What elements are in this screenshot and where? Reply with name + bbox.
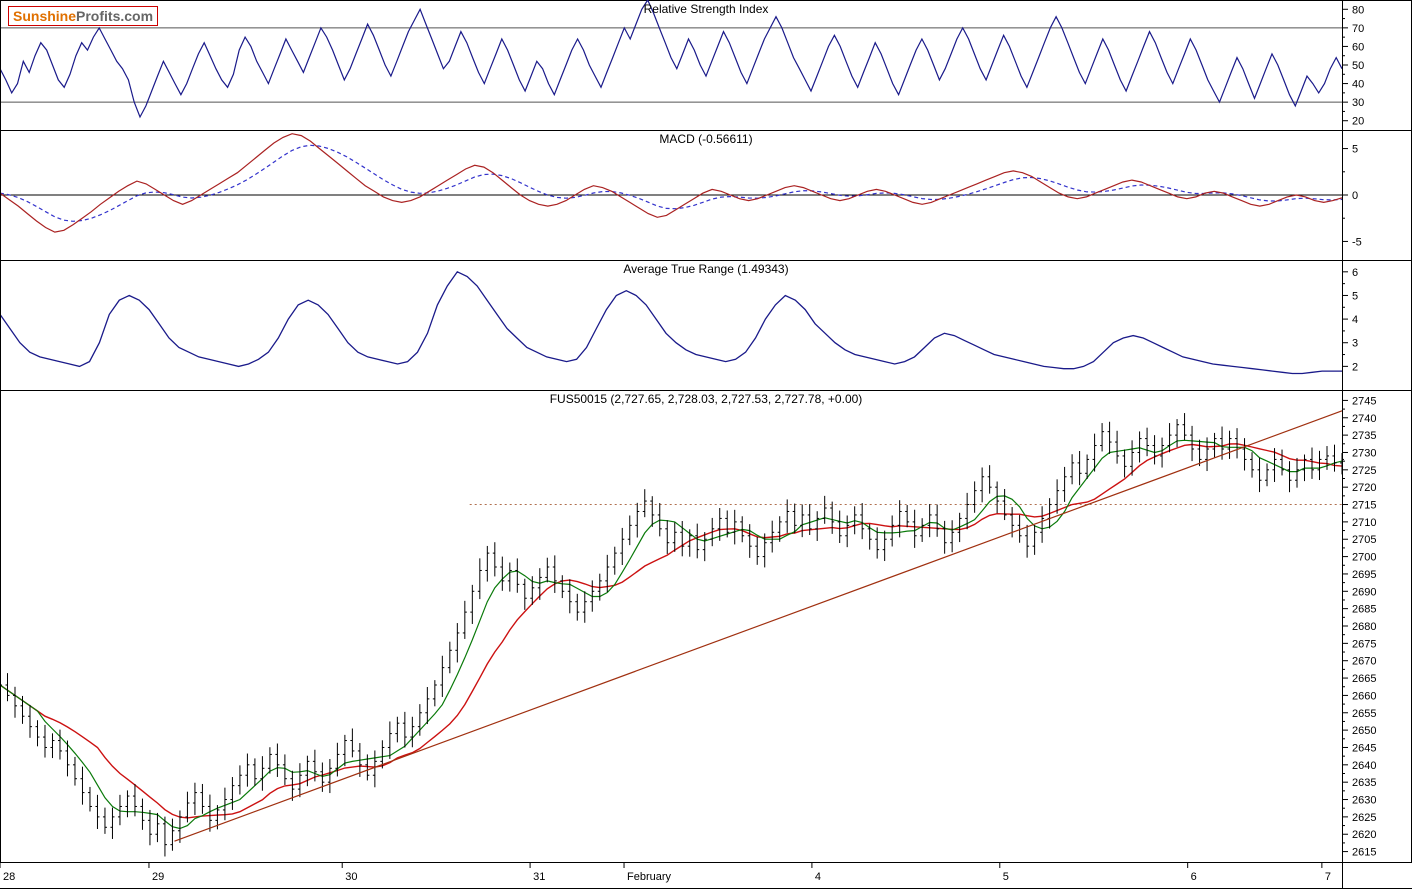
chart-container: SunshineProfits.com 20304050607080Relati… <box>0 0 1412 889</box>
svg-text:0: 0 <box>1352 190 1358 202</box>
price-title: FUS50015 (2,727.65, 2,728.03, 2,727.53, … <box>550 392 863 406</box>
x-axis: 28 29 30 31 February 4 5 6 7 <box>0 862 1412 889</box>
svg-text:60: 60 <box>1352 41 1364 53</box>
price-panel: 2615 2620 2625 2630 2635 2640 2645 2650 2655 2660… <box>0 390 1412 862</box>
svg-text:February: February <box>627 871 672 883</box>
svg-text:2685: 2685 <box>1352 604 1376 616</box>
svg-text:7: 7 <box>1325 871 1331 883</box>
svg-text:5: 5 <box>1352 290 1358 302</box>
svg-text:2695: 2695 <box>1352 569 1376 581</box>
svg-text:2730: 2730 <box>1352 447 1376 459</box>
svg-text:2650: 2650 <box>1352 725 1376 737</box>
svg-text:2700: 2700 <box>1352 552 1376 564</box>
svg-text:2635: 2635 <box>1352 777 1376 789</box>
svg-text:-5: -5 <box>1352 236 1362 248</box>
svg-text:2665: 2665 <box>1352 673 1376 685</box>
svg-text:2690: 2690 <box>1352 586 1376 598</box>
svg-text:70: 70 <box>1352 23 1364 35</box>
macd-panel: -5 0 5 MACD (-0.56611) <box>0 130 1412 260</box>
svg-text:40: 40 <box>1352 79 1364 91</box>
rsi-panel: 20 30 40 50 60 70 80 Relative Strength Index <box>0 0 1412 130</box>
svg-text:2740: 2740 <box>1352 413 1376 425</box>
svg-text:2: 2 <box>1352 361 1358 373</box>
svg-text:6: 6 <box>1191 871 1197 883</box>
svg-text:2615: 2615 <box>1352 847 1376 859</box>
svg-text:2640: 2640 <box>1352 760 1376 772</box>
svg-text:4: 4 <box>1352 314 1358 326</box>
svg-text:5: 5 <box>1352 144 1358 156</box>
svg-text:3: 3 <box>1352 338 1358 350</box>
svg-text:2670: 2670 <box>1352 656 1376 668</box>
svg-text:2735: 2735 <box>1352 430 1376 442</box>
svg-text:2705: 2705 <box>1352 534 1376 546</box>
svg-text:2745: 2745 <box>1352 395 1376 407</box>
svg-text:4: 4 <box>815 871 821 883</box>
svg-text:6: 6 <box>1352 267 1358 279</box>
rsi-title: Relative Strength Index <box>644 2 769 16</box>
svg-text:20: 20 <box>1352 116 1364 128</box>
svg-text:28: 28 <box>3 871 15 883</box>
svg-text:2675: 2675 <box>1352 638 1376 650</box>
svg-text:2630: 2630 <box>1352 795 1376 807</box>
svg-text:29: 29 <box>152 871 164 883</box>
svg-text:30: 30 <box>1352 97 1364 109</box>
svg-text:31: 31 <box>533 871 545 883</box>
svg-text:2725: 2725 <box>1352 465 1376 477</box>
svg-text:2620: 2620 <box>1352 829 1376 841</box>
svg-text:80: 80 <box>1352 4 1364 16</box>
svg-text:2710: 2710 <box>1352 517 1376 529</box>
svg-text:2660: 2660 <box>1352 690 1376 702</box>
svg-text:2625: 2625 <box>1352 812 1376 824</box>
atr-panel: 2 3 4 5 6 Average True Range (1.49343) <box>0 260 1412 390</box>
svg-text:2715: 2715 <box>1352 500 1376 512</box>
svg-text:5: 5 <box>1003 871 1009 883</box>
svg-text:2680: 2680 <box>1352 621 1376 633</box>
svg-text:2645: 2645 <box>1352 742 1376 754</box>
macd-title: MACD (-0.56611) <box>659 132 752 146</box>
svg-text:50: 50 <box>1352 60 1364 72</box>
svg-text:2655: 2655 <box>1352 708 1376 720</box>
svg-text:2720: 2720 <box>1352 482 1376 494</box>
svg-text:30: 30 <box>345 871 357 883</box>
atr-title: Average True Range (1.49343) <box>623 262 788 276</box>
